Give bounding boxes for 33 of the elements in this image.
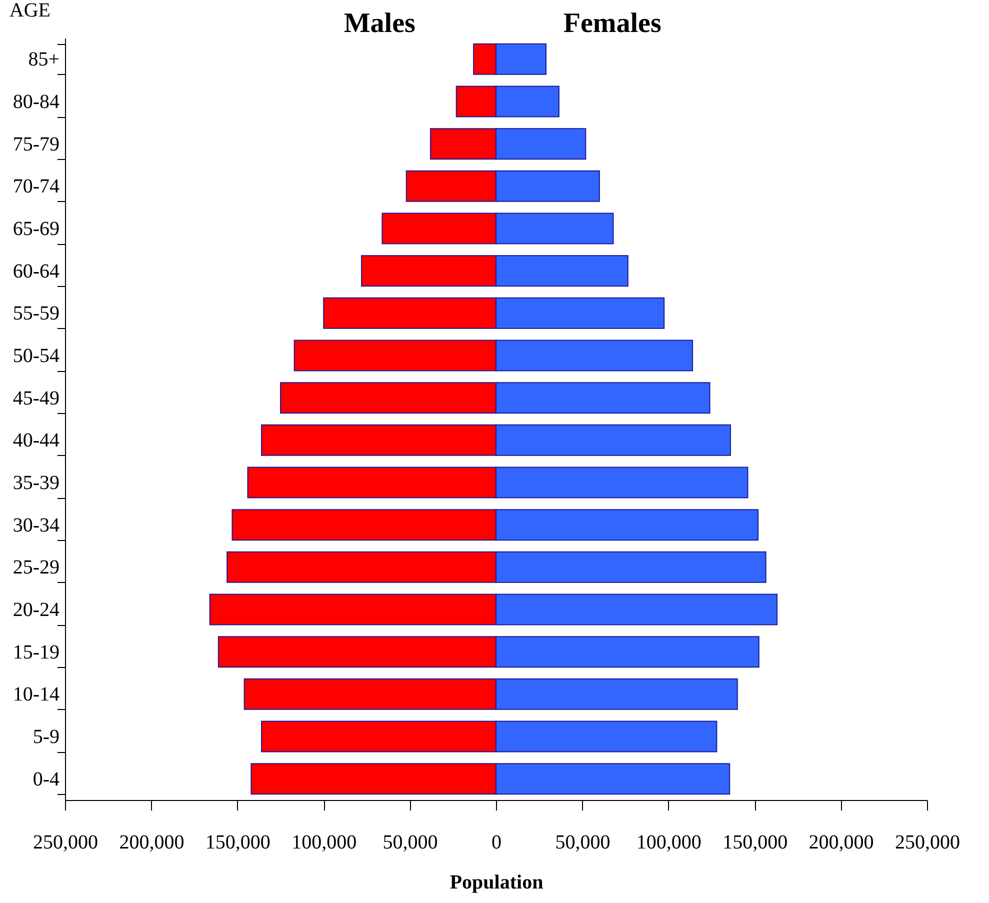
y-tick-label: 30-34: [12, 514, 60, 536]
x-tick-label: 50,000: [382, 832, 438, 854]
y-tick-label: 40-44: [12, 430, 60, 452]
y-tick-label: 0-4: [32, 768, 60, 790]
y-axis-title: AGE: [9, 0, 50, 22]
y-tick-label: 20-24: [12, 599, 60, 621]
series-label: Females: [563, 8, 662, 39]
x-tick-label: 100,000: [636, 832, 702, 854]
y-tick-label: 45-49: [12, 387, 60, 410]
x-tick-label: 50,000: [555, 832, 610, 854]
y-tick-label: 85+: [28, 48, 60, 71]
y-tick-label: 50-54: [12, 345, 60, 367]
y-tick-label: 5-9: [32, 726, 60, 748]
x-tick-label: 150,000: [205, 832, 270, 854]
y-tick-label: 55-59: [12, 302, 60, 325]
x-tick-label: 100,000: [292, 832, 357, 854]
y-tick-label: 80-84: [12, 91, 60, 113]
text: Males: [344, 8, 416, 39]
y-tick-label: 25-29: [12, 556, 60, 579]
y-tick-label: 60-64: [12, 260, 60, 282]
x-tick-label: 200,000: [808, 832, 874, 854]
y-tick-label: 35-39: [12, 472, 60, 494]
x-axis-title: Population: [450, 872, 544, 894]
x-tick-label: 250,000: [33, 832, 98, 854]
y-tick-label: 65-69: [12, 218, 60, 240]
x-tick-label: 0: [492, 832, 502, 854]
y-tick-label: 70-74: [12, 176, 60, 198]
x-tick-label: 250,000: [895, 832, 960, 854]
y-tick-label: 15-19: [12, 641, 60, 664]
x-tick-label: 200,000: [119, 832, 184, 854]
x-tick-label: 150,000: [722, 832, 788, 854]
y-tick-label: 75-79: [12, 133, 60, 156]
y-tick-label: 10-14: [12, 684, 60, 706]
